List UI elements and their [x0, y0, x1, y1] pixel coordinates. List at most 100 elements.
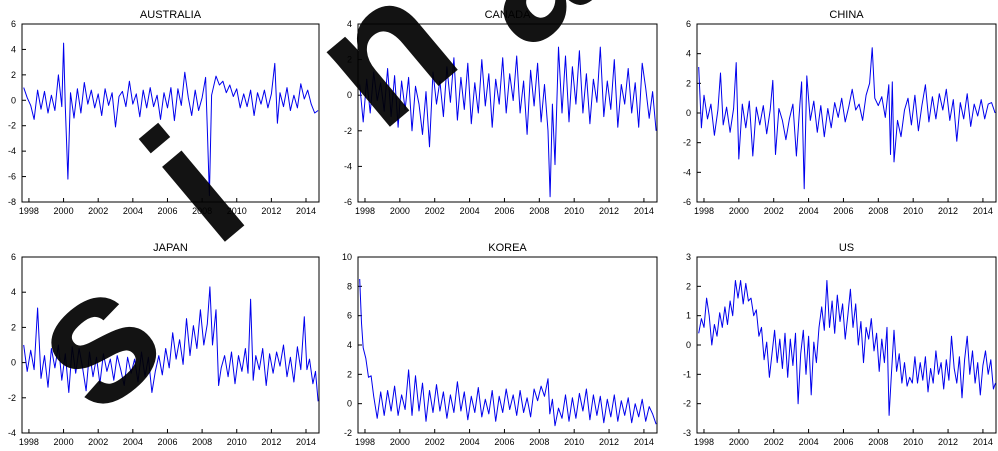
- x-tick-label: 2010: [564, 206, 584, 216]
- x-tick-label: 2014: [296, 206, 316, 216]
- y-tick-label: 0: [347, 399, 352, 409]
- x-tick-label: 2006: [494, 437, 514, 447]
- x-tick-label: 2014: [296, 437, 316, 447]
- x-tick-label: 2000: [54, 206, 74, 216]
- panel-australia: AUSTRALIA -8 -6 -4 -2 0 2 4 6 1998 2000 2002 2004 200…: [8, 9, 320, 216]
- y-tick-label: 1: [686, 311, 691, 321]
- x-tick-label: 2012: [938, 206, 958, 216]
- y-tick-label: -2: [344, 126, 352, 136]
- y-tick-label: 6: [686, 19, 691, 29]
- watermark-glyph: n: [273, 0, 492, 166]
- y-tick-label: 0: [11, 358, 16, 368]
- x-tick-label: 1998: [19, 437, 39, 447]
- x-tick-label: 2014: [973, 206, 993, 216]
- x-tick-label: 2002: [425, 206, 445, 216]
- y-tick-label: -2: [344, 428, 352, 438]
- x-tick-label: 2012: [938, 437, 958, 447]
- x-tick-label: 2008: [529, 437, 549, 447]
- x-tick-label: 2000: [729, 206, 749, 216]
- x-tick-label: 2010: [227, 437, 247, 447]
- y-tick-label: -2: [683, 399, 691, 409]
- x-tick-label: 2014: [634, 437, 654, 447]
- panel-title: KOREA: [488, 242, 527, 254]
- y-tick-label: 4: [11, 44, 16, 54]
- x-tick-label: 2000: [390, 206, 410, 216]
- y-tick-label: -4: [344, 161, 352, 171]
- x-tick-label: 2002: [425, 437, 445, 447]
- y-tick-label: -8: [8, 197, 16, 207]
- x-tick-label: 2008: [529, 206, 549, 216]
- x-tick-label: 2004: [123, 206, 143, 216]
- y-tick-label: -6: [344, 197, 352, 207]
- x-tick-label: 2012: [261, 437, 281, 447]
- x-tick-label: 1998: [19, 206, 39, 216]
- watermark-glyph: s: [0, 227, 200, 451]
- x-tick-label: 2006: [833, 206, 853, 216]
- y-tick-label: -2: [8, 393, 16, 403]
- panel-us: US -3 -2 -1 0 1 2 3 1998 2000 2002 2004 2006 2008 2010…: [683, 242, 997, 447]
- y-tick-label: 0: [11, 95, 16, 105]
- series-line-china: [698, 47, 996, 190]
- series-line-japan: [23, 286, 319, 402]
- series-line-korea: [359, 278, 657, 427]
- y-tick-label: 4: [686, 49, 691, 59]
- x-tick-label: 1998: [694, 437, 714, 447]
- panel-title: AUSTRALIA: [140, 9, 202, 21]
- x-tick-label: 1998: [355, 206, 375, 216]
- panel-title: JAPAN: [153, 242, 188, 254]
- y-tick-label: 2: [686, 281, 691, 291]
- y-tick-label: 2: [11, 322, 16, 332]
- x-tick-label: 2008: [868, 437, 888, 447]
- panel-title: CANADA: [485, 9, 532, 21]
- x-tick-label: 2002: [88, 437, 108, 447]
- x-tick-label: 2000: [54, 437, 74, 447]
- y-tick-label: 2: [11, 70, 16, 80]
- y-tick-label: 3: [686, 252, 691, 262]
- y-tick-label: 0: [686, 340, 691, 350]
- x-tick-label: 2002: [88, 206, 108, 216]
- x-tick-label: 2014: [634, 206, 654, 216]
- x-tick-label: 2004: [460, 437, 480, 447]
- series-line-australia: [23, 42, 319, 197]
- x-tick-label: 2008: [192, 206, 212, 216]
- y-tick-label: 4: [347, 19, 352, 29]
- y-tick-label: 6: [11, 19, 16, 29]
- x-tick-label: 2002: [764, 206, 784, 216]
- y-tick-label: 10: [342, 252, 352, 262]
- x-tick-label: 2004: [799, 437, 819, 447]
- x-tick-label: 2006: [157, 437, 177, 447]
- y-tick-label: -4: [8, 146, 16, 156]
- y-tick-label: 2: [686, 78, 691, 88]
- y-tick-label: -3: [683, 428, 691, 438]
- y-tick-label: 0: [686, 108, 691, 118]
- y-tick-label: -2: [683, 138, 691, 148]
- x-tick-label: 2010: [564, 437, 584, 447]
- y-tick-label: 2: [347, 369, 352, 379]
- y-tick-label: -6: [683, 197, 691, 207]
- y-tick-label: 6: [347, 311, 352, 321]
- x-tick-label: 2004: [123, 437, 143, 447]
- x-tick-label: 2004: [799, 206, 819, 216]
- x-tick-label: 2006: [157, 206, 177, 216]
- y-tick-label: -1: [683, 369, 691, 379]
- series-line-us: [698, 280, 996, 416]
- x-tick-label: 2000: [729, 437, 749, 447]
- series-line-canada: [359, 46, 657, 198]
- y-tick-label: -4: [8, 428, 16, 438]
- x-tick-label: 1998: [355, 437, 375, 447]
- panel-title: US: [839, 242, 854, 254]
- panel-canada: CANADA -6 -4 -2 0 2 4 1998 2000 2002 2004 2006 2008 2…: [344, 9, 658, 216]
- x-tick-label: 2008: [192, 437, 212, 447]
- panel-china: CHINA -6 -4 -2 0 2 4 6 1998 2000 2002 2004 2006 2008 2…: [683, 9, 997, 216]
- x-tick-label: 2006: [494, 206, 514, 216]
- watermark: sina: [0, 0, 631, 451]
- panel-title: CHINA: [829, 9, 864, 21]
- x-tick-label: 2010: [227, 206, 247, 216]
- plot-frame: [357, 23, 658, 203]
- x-tick-label: 2004: [460, 206, 480, 216]
- y-tick-label: 2: [347, 55, 352, 65]
- x-tick-label: 2010: [903, 206, 923, 216]
- y-tick-label: 8: [347, 281, 352, 291]
- x-tick-label: 2012: [599, 437, 619, 447]
